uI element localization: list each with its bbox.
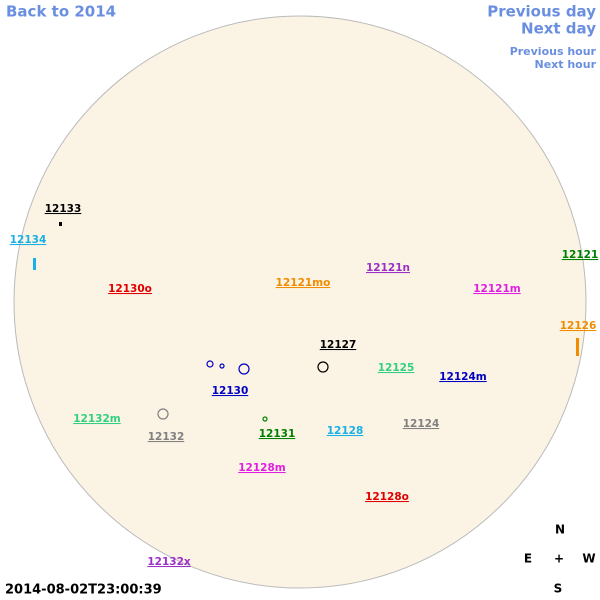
region-label[interactable]: 12127 [320, 339, 357, 351]
region-label[interactable]: 12132m [73, 413, 121, 425]
region-label[interactable]: 12128m [238, 462, 286, 474]
spot [206, 360, 214, 368]
region-label[interactable]: 12124 [403, 418, 440, 430]
spot [262, 416, 268, 422]
next-hour-link[interactable]: Next hour [535, 58, 597, 71]
region-label[interactable]: 12125 [378, 362, 415, 374]
region-label[interactable]: 12132 [148, 431, 185, 443]
spot [219, 363, 225, 369]
previous-hour-link[interactable]: Previous hour [510, 45, 597, 58]
region-label[interactable]: 12130 [212, 385, 249, 397]
compass-center: + [554, 552, 564, 566]
spots [33, 222, 579, 422]
previous-day-link[interactable]: Previous day [487, 3, 596, 21]
spot [59, 222, 62, 226]
spot [157, 408, 169, 420]
region-label[interactable]: 12128o [365, 491, 409, 503]
region-label[interactable]: 12121 [562, 249, 599, 261]
region-label[interactable]: 12126 [560, 320, 597, 332]
region-label[interactable]: 12132x [147, 556, 191, 568]
timestamp: 2014-08-02T23:00:39 [5, 583, 162, 598]
region-label[interactable]: 12130o [108, 283, 152, 295]
next-day-link[interactable]: Next day [521, 20, 596, 38]
spot [317, 361, 329, 373]
spot [238, 363, 250, 375]
spot [33, 258, 36, 270]
region-label[interactable]: 12121n [366, 262, 410, 274]
region-label[interactable]: 12133 [45, 203, 82, 215]
compass-south: S [554, 582, 563, 596]
compass-north: N [555, 523, 565, 537]
region-label[interactable]: 12121mo [276, 277, 331, 289]
compass-east: E [524, 552, 532, 566]
region-label[interactable]: 12134 [10, 234, 47, 246]
compass-west: W [582, 552, 595, 566]
region-label[interactable]: 12131 [259, 428, 296, 440]
region-label[interactable]: 12121m [473, 283, 521, 295]
spot [576, 338, 579, 356]
back-link[interactable]: Back to 2014 [6, 3, 116, 21]
solar-disk [13, 15, 587, 589]
region-label[interactable]: 12124m [439, 371, 487, 383]
region-label[interactable]: 12128 [327, 425, 364, 437]
